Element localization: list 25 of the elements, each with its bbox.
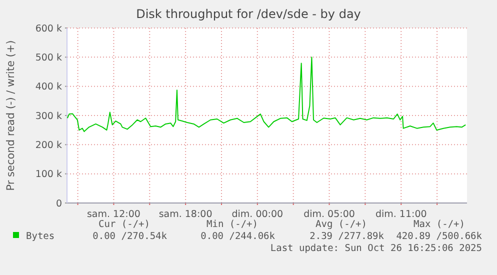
y-tick-label: 600 k: [35, 23, 62, 34]
y-tick-label: 200 k: [35, 140, 62, 151]
text: 0.00 /244.06k: [200, 231, 276, 242]
x-tick-label: dim. 11:00: [375, 209, 427, 220]
y-tick-label: 500 k: [35, 52, 62, 64]
text: 420.89 /500.66k: [396, 231, 482, 242]
y-tick-label: 300 k: [35, 110, 62, 122]
x-tick-label: dim. 05:00: [304, 209, 355, 220]
text: 2.39 /277.89k: [310, 231, 384, 242]
x-tick-label: dim. 00:00: [232, 209, 284, 220]
legend-label: Bytes: [26, 231, 55, 242]
text: Min (-/+): [206, 219, 258, 230]
y-tick-label: 400 k: [35, 82, 62, 93]
text: Last update: Sun Oct 26 16:25:06 2025: [270, 243, 482, 254]
text: Cur (-/+): [98, 219, 150, 230]
x-tick-label: sam. 12:00: [86, 209, 140, 220]
y-axis-title: Pr second read (-) / write (+): [5, 40, 17, 191]
text: Avg (-/+): [316, 219, 367, 230]
y-tick-label: 100 k: [35, 169, 62, 180]
text: Max (-/+): [414, 219, 465, 230]
chart-title: Disk throughput for /dev/sde - by day: [136, 7, 361, 21]
text: 0.00 /270.54k: [92, 231, 168, 242]
line-series: [66, 56, 466, 132]
x-tick-label: sam. 18:00: [158, 209, 212, 220]
y-tick-label: 0: [56, 198, 62, 210]
